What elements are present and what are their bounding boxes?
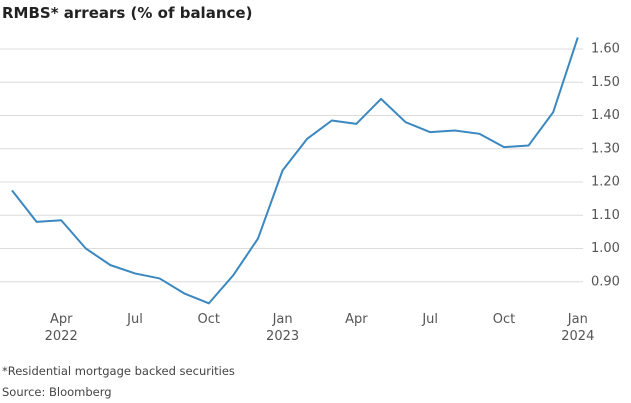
y-tick-label: 0.90 xyxy=(591,274,620,289)
x-tick-label: Apr xyxy=(345,312,368,327)
y-tick-label: 1.20 xyxy=(591,175,620,190)
source: Source: Bloomberg xyxy=(2,385,112,399)
y-tick-label: 1.10 xyxy=(591,208,620,223)
line xyxy=(11,37,579,305)
x-tick-label: Oct xyxy=(197,312,221,327)
x-tick-label: Apr 2022 xyxy=(44,312,78,344)
y-tick-label: 1.30 xyxy=(591,141,620,156)
chart-title: RMBS* arrears (% of balance) xyxy=(2,4,253,22)
x-tick-label: Jan 2023 xyxy=(266,312,300,344)
x-tick-label: Jan 2024 xyxy=(561,312,595,344)
y-tick-label: 1.60 xyxy=(591,42,620,57)
footnote: *Residential mortgage backed securities xyxy=(2,364,235,378)
x-tick-label: Oct xyxy=(492,312,516,327)
x-tick-label: Jul xyxy=(127,312,143,327)
y-tick-label: 1.40 xyxy=(591,108,620,123)
y-tick-label: 1.00 xyxy=(591,241,620,256)
y-tick-label: 1.50 xyxy=(591,75,620,90)
x-tick-label: Jul xyxy=(422,312,439,327)
